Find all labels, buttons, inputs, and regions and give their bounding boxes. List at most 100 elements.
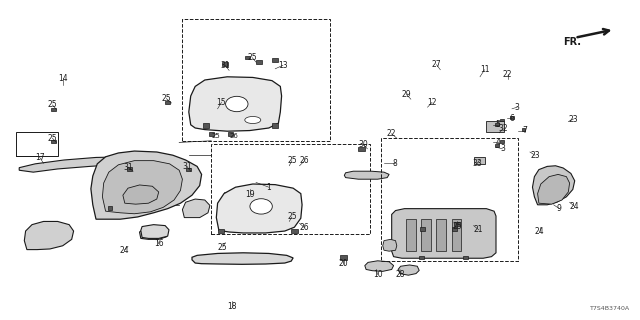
Polygon shape (365, 261, 394, 271)
Text: 5: 5 (495, 120, 500, 129)
Text: 31: 31 (220, 61, 230, 70)
Text: 26: 26 (229, 133, 238, 139)
Bar (273, 58, 278, 62)
Text: 25: 25 (211, 133, 220, 139)
Bar (421, 219, 431, 251)
Bar (51, 140, 56, 143)
Text: 3: 3 (500, 144, 505, 153)
Ellipse shape (245, 116, 261, 124)
Polygon shape (392, 209, 496, 258)
Bar (291, 229, 298, 233)
Text: 7: 7 (522, 126, 527, 135)
Polygon shape (398, 265, 419, 275)
Bar (495, 123, 499, 125)
Bar (209, 132, 214, 136)
Text: 31: 31 (182, 162, 192, 171)
Text: 25: 25 (218, 243, 228, 252)
Polygon shape (182, 199, 210, 218)
Bar (16, 132, 58, 156)
Text: 9: 9 (557, 204, 562, 213)
Bar (108, 206, 113, 210)
Text: T7S4B3740A: T7S4B3740A (590, 306, 630, 311)
Polygon shape (102, 161, 182, 214)
Bar (420, 227, 425, 231)
Bar (256, 60, 262, 64)
Polygon shape (415, 214, 466, 230)
Text: 14: 14 (58, 74, 68, 83)
Bar (218, 229, 224, 233)
Bar (246, 56, 250, 59)
Text: 17: 17 (35, 153, 45, 162)
Text: 6: 6 (509, 114, 515, 123)
Text: 23: 23 (530, 151, 540, 160)
Bar (381, 138, 518, 261)
Text: 18: 18 (227, 302, 236, 311)
Text: 15: 15 (216, 98, 227, 107)
Text: 10: 10 (372, 270, 383, 279)
Polygon shape (344, 171, 389, 179)
Bar (474, 157, 485, 164)
Text: 1: 1 (266, 183, 271, 192)
Text: 31: 31 (123, 163, 133, 172)
Bar (223, 62, 228, 66)
Bar (436, 219, 446, 251)
Bar (165, 100, 170, 104)
Bar (340, 255, 347, 260)
Text: 25: 25 (47, 134, 58, 143)
Bar (182, 19, 330, 141)
Text: 4: 4 (495, 138, 500, 147)
Polygon shape (192, 253, 293, 264)
Text: 33: 33 (472, 159, 482, 168)
Bar (495, 144, 499, 147)
Text: 19: 19 (244, 190, 255, 199)
Text: 25: 25 (161, 94, 172, 103)
Text: 32: 32 (498, 124, 508, 133)
Text: 26: 26 (300, 156, 310, 165)
Text: 27: 27 (431, 60, 442, 69)
Text: 16: 16 (154, 239, 164, 248)
Polygon shape (140, 227, 168, 239)
Bar (452, 219, 461, 251)
Bar (358, 147, 365, 151)
Polygon shape (24, 221, 74, 250)
Text: 24: 24 (119, 246, 129, 255)
Polygon shape (19, 157, 173, 172)
Text: 25: 25 (452, 222, 462, 231)
Polygon shape (91, 151, 202, 219)
Text: 23: 23 (568, 115, 579, 124)
Text: 12: 12 (428, 98, 436, 107)
Text: 25: 25 (287, 212, 297, 221)
Text: 22: 22 (503, 70, 512, 79)
Text: 26: 26 (300, 223, 310, 232)
Bar (419, 256, 424, 260)
Text: 25: 25 (247, 53, 257, 62)
Polygon shape (123, 185, 159, 204)
Text: 3: 3 (515, 103, 520, 112)
Bar (203, 123, 209, 128)
Polygon shape (216, 184, 302, 233)
Text: 11: 11 (480, 65, 489, 74)
Bar (510, 116, 514, 119)
Bar (127, 167, 132, 171)
Text: 22: 22 (387, 129, 396, 138)
Text: 13: 13 (278, 61, 288, 70)
Bar (500, 119, 504, 121)
Text: 24: 24 (534, 227, 545, 236)
Bar (486, 121, 504, 132)
Text: 29: 29 (401, 90, 412, 99)
Text: 25: 25 (47, 100, 58, 109)
Ellipse shape (226, 96, 248, 112)
Bar (522, 128, 525, 131)
Text: 28: 28 (396, 270, 405, 279)
Bar (454, 222, 460, 226)
Polygon shape (383, 239, 397, 251)
Polygon shape (538, 174, 570, 204)
Bar (500, 140, 504, 143)
Bar (211, 144, 370, 234)
Bar (228, 132, 233, 136)
Text: 8: 8 (392, 159, 397, 168)
Polygon shape (189, 77, 282, 131)
Text: 25: 25 (287, 156, 297, 165)
Bar (406, 219, 416, 251)
Text: 21: 21 (474, 225, 483, 234)
